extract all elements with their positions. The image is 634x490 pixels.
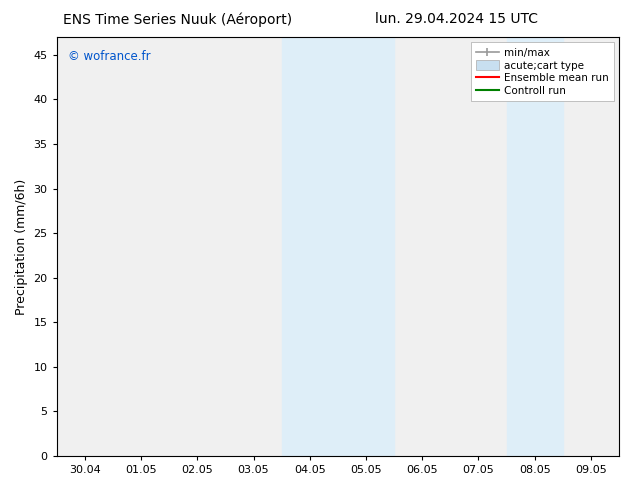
Text: lun. 29.04.2024 15 UTC: lun. 29.04.2024 15 UTC [375, 12, 538, 26]
Legend: min/max, acute;cart type, Ensemble mean run, Controll run: min/max, acute;cart type, Ensemble mean … [470, 42, 614, 101]
Bar [507, 37, 563, 456]
Bar [281, 37, 338, 456]
Text: © wofrance.fr: © wofrance.fr [68, 49, 151, 63]
Text: ENS Time Series Nuuk (Aéroport): ENS Time Series Nuuk (Aéroport) [63, 12, 292, 27]
Y-axis label: Precipitation (mm/6h): Precipitation (mm/6h) [15, 178, 28, 315]
Bar [338, 37, 394, 456]
